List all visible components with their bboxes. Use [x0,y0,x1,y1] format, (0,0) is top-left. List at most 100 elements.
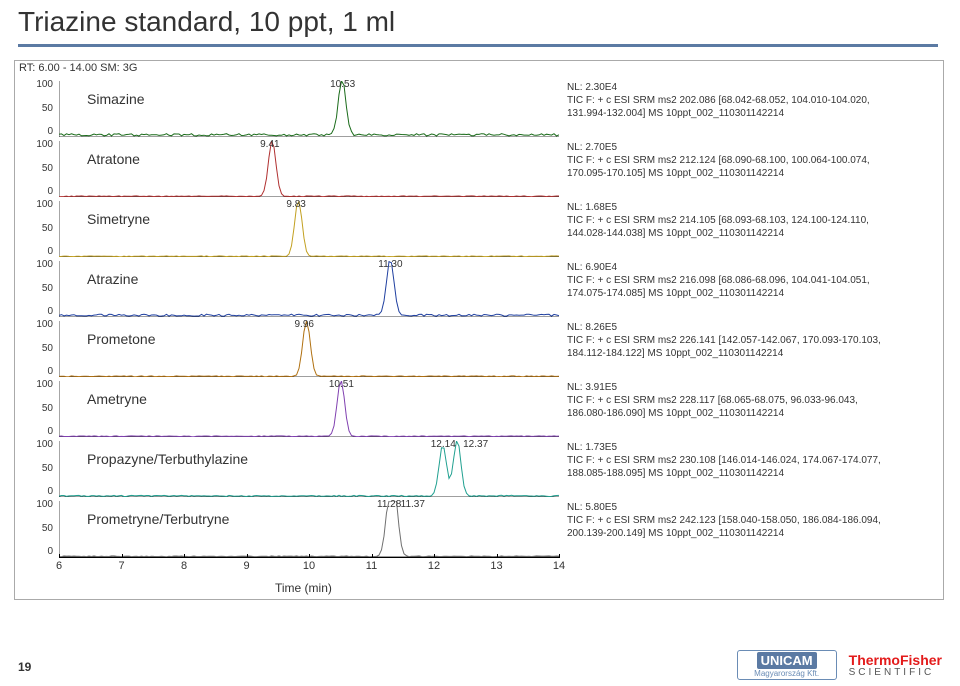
y-tick: 0 [47,126,53,137]
nl-value: NL: 1.68E5 [567,201,937,214]
unicam-sub: Magyarország Kft. [754,669,819,678]
tic-line: TIC F: + c ESI SRM ms2 242.123 [158.040-… [567,514,937,527]
track-7: 10050011.2811.37Prometryne/TerbutryneNL:… [15,499,945,559]
peak-label: 9.41 [260,139,279,150]
x-tick-mark [372,554,373,558]
x-tick-mark [122,554,123,558]
y-tick: 50 [42,283,53,294]
page-title: Triazine standard, 10 ppt, 1 ml [18,6,395,38]
y-tick: 100 [36,79,53,90]
x-tick: 8 [181,560,187,572]
tic-line: TIC F: + c ESI SRM ms2 212.124 [68.090-6… [567,154,937,167]
tic-line: TIC F: + c ESI SRM ms2 214.105 [68.093-6… [567,214,937,227]
compound-label: Simazine [85,91,147,107]
annotation: NL: 5.80E5TIC F: + c ESI SRM ms2 242.123… [567,501,937,557]
logos: UNICAM Magyarország Kft. ThermoFisher SC… [737,650,942,680]
y-tick: 100 [36,199,53,210]
x-tick: 13 [490,560,502,572]
tic-line: 174.075-174.085] MS 10ppt_002_1103011422… [567,287,937,300]
tracks-container: 10050010.53SimazineNL: 2.30E4TIC F: + c … [15,79,945,559]
peak-label: 11.37 [401,499,425,510]
x-tick: 12 [428,560,440,572]
annotation: NL: 6.90E4TIC F: + c ESI SRM ms2 216.098… [567,261,937,317]
tic-line: TIC F: + c ESI SRM ms2 216.098 [68.086-6… [567,274,937,287]
track-0: 10050010.53SimazineNL: 2.30E4TIC F: + c … [15,79,945,139]
compound-label: Ametryne [85,391,149,407]
thermo-sub: SCIENTIFIC [849,667,942,678]
y-tick: 100 [36,139,53,150]
peak-label: 11.28 [377,499,401,510]
y-tick: 100 [36,259,53,270]
x-tick-mark [559,554,560,558]
x-tick: 14 [553,560,565,572]
y-tick: 0 [47,186,53,197]
annotation: NL: 8.26E5TIC F: + c ESI SRM ms2 226.141… [567,321,937,377]
annotation: NL: 2.30E4TIC F: + c ESI SRM ms2 202.086… [567,81,937,137]
y-tick: 0 [47,486,53,497]
tic-line: 188.085-188.095] MS 10ppt_002_1103011422… [567,467,937,480]
y-tick: 50 [42,403,53,414]
annotation: NL: 1.73E5TIC F: + c ESI SRM ms2 230.108… [567,441,937,497]
y-axis: 100 50 0 [15,379,55,439]
tic-line: 170.095-170.105] MS 10ppt_002_1103011422… [567,167,937,180]
track-2: 1005009.83SimetryneNL: 1.68E5TIC F: + c … [15,199,945,259]
y-tick: 50 [42,463,53,474]
compound-label: Atratone [85,151,142,167]
y-tick: 100 [36,439,53,450]
y-tick: 100 [36,319,53,330]
track-4: 1005009.96PrometoneNL: 8.26E5TIC F: + c … [15,319,945,379]
unicam-text: UNICAM [757,652,817,669]
x-tick-mark [434,554,435,558]
annotation: NL: 1.68E5TIC F: + c ESI SRM ms2 214.105… [567,201,937,257]
rt-header: RT: 6.00 - 14.00 SM: 3G [19,62,137,74]
nl-value: NL: 2.30E4 [567,81,937,94]
peak-label: 12.14 [431,439,456,450]
x-tick-mark [184,554,185,558]
thermo-main: ThermoFisher [849,653,942,667]
y-tick: 50 [42,343,53,354]
tic-line: TIC F: + c ESI SRM ms2 202.086 [68.042-6… [567,94,937,107]
y-tick: 0 [47,246,53,257]
y-axis: 100 50 0 [15,499,55,559]
tic-line: 144.028-144.038] MS 10ppt_002_1103011422… [567,227,937,240]
tic-line: TIC F: + c ESI SRM ms2 230.108 [146.014-… [567,454,937,467]
tic-line: 131.994-132.004] MS 10ppt_002_1103011422… [567,107,937,120]
plot: 9.41 [59,141,559,197]
annotation: NL: 2.70E5TIC F: + c ESI SRM ms2 212.124… [567,141,937,197]
plot: 10.51 [59,381,559,437]
y-axis: 100 50 0 [15,199,55,259]
nl-value: NL: 2.70E5 [567,141,937,154]
x-tick: 6 [56,560,62,572]
nl-value: NL: 8.26E5 [567,321,937,334]
nl-value: NL: 3.91E5 [567,381,937,394]
plot: 9.96 [59,321,559,377]
y-tick: 0 [47,426,53,437]
x-tick: 9 [243,560,249,572]
y-tick: 100 [36,499,53,510]
tic-line: TIC F: + c ESI SRM ms2 226.141 [142.057-… [567,334,937,347]
y-tick: 100 [36,379,53,390]
track-5: 100 50 0 10.51 Ametryne NL: 3.91E5TIC F: + c … [15,379,945,439]
thermo-logo: ThermoFisher SCIENTIFIC [849,653,942,678]
x-tick-mark [247,554,248,558]
annotation: NL: 3.91E5TIC F: + c ESI SRM ms2 228.117… [567,381,937,437]
y-axis: 100 50 0 [15,439,55,499]
compound-label: Prometryne/Terbutryne [85,511,231,527]
x-tick: 11 [366,560,377,572]
track-1: 100500 9.41 Atratone NL: 2.70E5TIC F: + c E… [15,139,945,199]
plot: 12.1412.37 [59,441,559,497]
y-tick: 0 [47,546,53,557]
compound-label: Atrazine [85,271,140,287]
y-axis: 100500 [15,319,55,379]
x-tick-mark [497,554,498,558]
track-6: 10050012.1412.37Propazyne/Terbuthylazine… [15,439,945,499]
tic-line: 186.080-186.090] MS 10ppt_002_1103011422… [567,407,937,420]
y-tick: 50 [42,223,53,234]
x-axis-label: Time (min) [275,581,332,595]
y-axis: 100500 [15,139,55,199]
peak-label: 9.96 [295,319,314,330]
plot: 11.2811.37 [59,501,559,557]
peak-label: 10.51 [329,379,354,390]
y-axis: 100500 [15,259,55,319]
y-tick: 50 [42,523,53,534]
